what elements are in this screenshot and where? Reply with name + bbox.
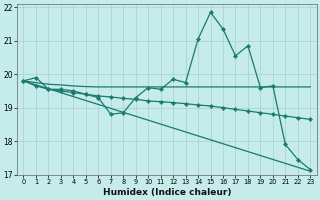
X-axis label: Humidex (Indice chaleur): Humidex (Indice chaleur) — [103, 188, 231, 197]
